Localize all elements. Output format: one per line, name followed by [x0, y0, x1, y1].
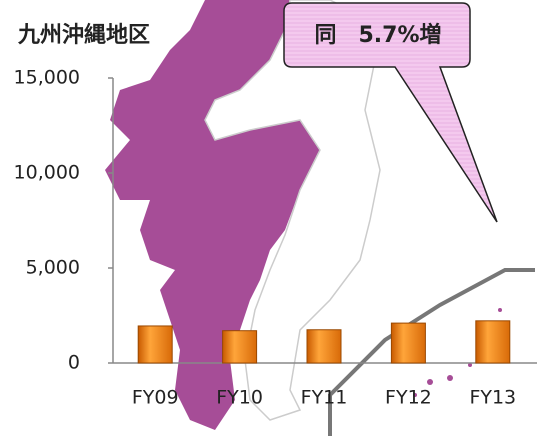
bar: [137, 325, 173, 364]
bar: [222, 330, 258, 364]
x-tick-label: FY12: [385, 387, 432, 409]
bar: [306, 329, 342, 364]
y-tick-label: 5,000: [26, 257, 80, 279]
x-tick-label: FY13: [469, 387, 516, 409]
y-tick-label: 10,000: [14, 162, 80, 184]
bar: [390, 322, 426, 364]
chart-title: 九州沖縄地区: [17, 23, 150, 48]
x-tick-label: FY11: [301, 387, 348, 409]
x-tick-label: FY09: [132, 387, 179, 409]
x-tick-label: FY10: [216, 387, 263, 409]
bar: [475, 320, 511, 364]
y-tick-label: 0: [68, 352, 80, 374]
y-tick-label: 15,000: [14, 67, 80, 89]
callout: 同 5.7%増: [283, 2, 498, 223]
annotation: 同 5.7%増: [314, 22, 441, 48]
